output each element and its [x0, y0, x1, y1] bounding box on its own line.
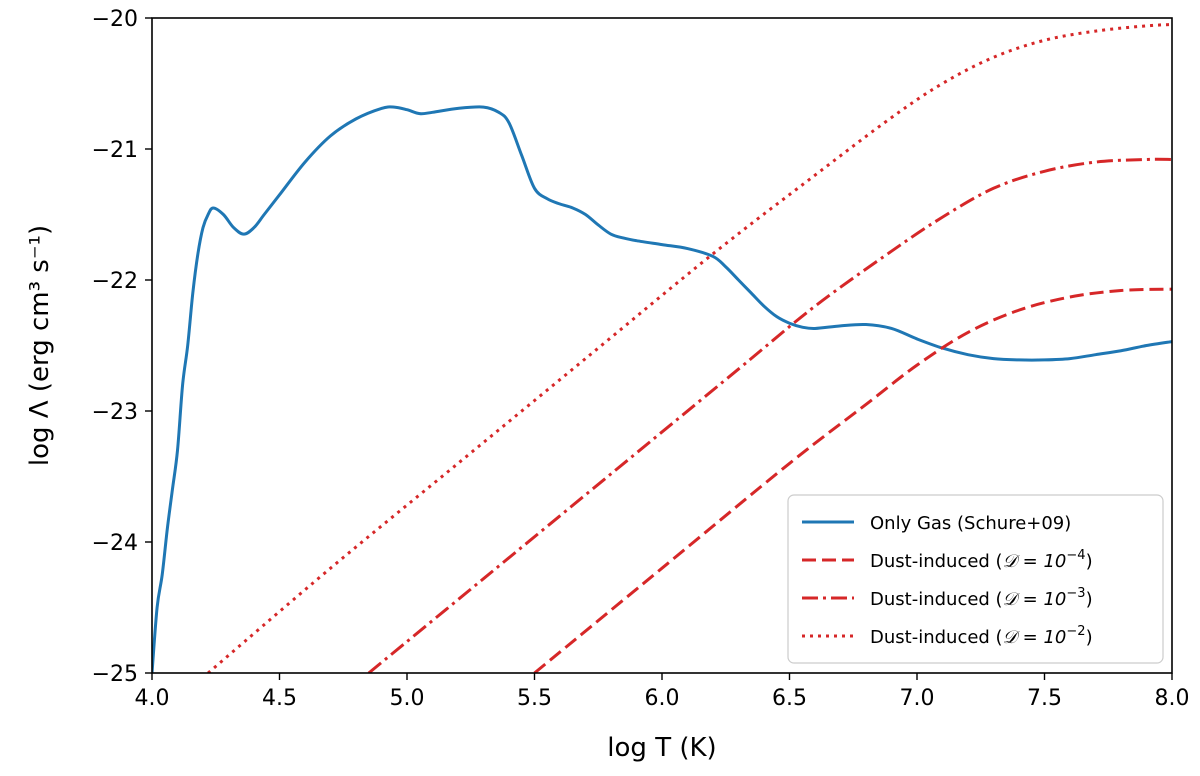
legend-label: Dust-induced (𝒟 = 10−4)	[870, 548, 1093, 572]
series-line-dust-induced-d-10	[533, 287, 1172, 673]
legend-label: Only Gas (Schure+09)	[870, 513, 1071, 534]
x-tick-label: 4.5	[262, 686, 297, 711]
y-tick-label: −24	[92, 531, 138, 556]
x-tick-label: 8.0	[1155, 686, 1190, 711]
y-tick-label: −22	[92, 269, 138, 294]
series-layer	[152, 23, 1172, 673]
legend-label: Dust-induced (𝒟 = 10−2)	[870, 624, 1093, 648]
x-tick-label: 5.5	[517, 686, 552, 711]
y-axis-label: log Λ (erg cm³ s⁻¹)	[25, 225, 55, 466]
series-line-dust-induced-d-10	[367, 157, 1172, 673]
series-line-dust-induced-d-10	[207, 23, 1172, 673]
x-tick-label: 7.5	[1027, 686, 1062, 711]
series-line-only-gas-schure-09	[152, 105, 1172, 673]
x-tick-label: 6.5	[772, 686, 807, 711]
x-axis-label: log T (K)	[607, 733, 716, 763]
y-tick-label: −25	[92, 662, 138, 687]
legend: Only Gas (Schure+09) Dust-induced (𝒟 = 10…	[787, 494, 1164, 664]
legend-box	[787, 494, 1164, 664]
x-tick-label: 7.0	[900, 686, 935, 711]
x-tick-label: 4.0	[135, 686, 170, 711]
y-tick-label: −23	[92, 400, 138, 425]
legend-label: Dust-induced (𝒟 = 10−3)	[870, 586, 1093, 610]
y-tick-label: −20	[92, 7, 138, 32]
tick-layer: 4.0 4.5 5.0 5.5 6.0 6.5 7.0 7.5 8.0 −25 −24 −23 −22 −…	[92, 7, 1190, 711]
x-tick-label: 5.0	[390, 686, 425, 711]
x-tick-label: 6.0	[645, 686, 680, 711]
y-tick-label: −21	[92, 138, 138, 163]
